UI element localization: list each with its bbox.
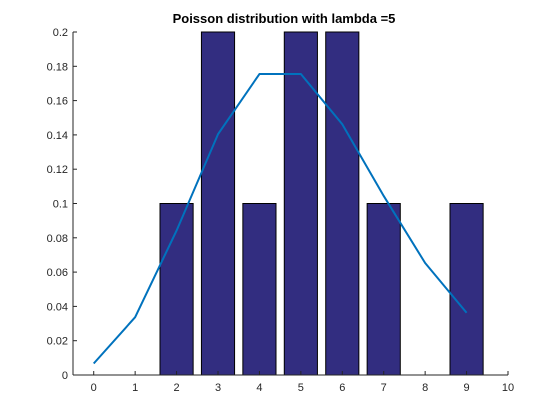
bar xyxy=(449,203,484,376)
bar xyxy=(283,31,318,376)
y-tick-label: 0.12 xyxy=(47,164,68,176)
y-tick-label: 0.04 xyxy=(47,301,68,313)
y-tick-label: 0.08 xyxy=(47,233,68,245)
y-tick-label: 0.2 xyxy=(53,27,68,39)
y-tick-label: 0.02 xyxy=(47,336,68,348)
x-tick-label: 4 xyxy=(256,382,262,394)
x-tick-label: 1 xyxy=(132,382,138,394)
x-tick-label: 8 xyxy=(422,382,428,394)
bars-group xyxy=(159,31,484,376)
y-tick-label: 0 xyxy=(62,370,68,382)
bar xyxy=(366,203,401,376)
x-tick-label: 2 xyxy=(174,382,180,394)
bar xyxy=(325,31,360,376)
x-tick-label: 10 xyxy=(502,382,514,394)
series-line xyxy=(92,73,468,365)
x-tick-label: 0 xyxy=(91,382,97,394)
y-tick-label: 0.14 xyxy=(47,130,68,142)
y-tick-label: 0.06 xyxy=(47,267,68,279)
bar xyxy=(242,203,277,376)
x-tick-label: 5 xyxy=(298,382,304,394)
line-group xyxy=(92,73,468,365)
x-tick-label: 6 xyxy=(339,382,345,394)
y-tick-label: 0.1 xyxy=(53,199,68,211)
x-tick-label: 3 xyxy=(215,382,221,394)
chart-title: Poisson distribution with lambda =5 xyxy=(173,11,396,26)
y-tick-label: 0.18 xyxy=(47,61,68,73)
x-tick-label: 7 xyxy=(381,382,387,394)
y-tick-label: 0.16 xyxy=(47,96,68,108)
ticks-group: 0 1 2 3 4 5 6 7 8 9 10 0 0.02 0.04 0.06 0.08 0.1 0.12 0.14… xyxy=(47,27,515,394)
x-tick-label: 9 xyxy=(464,382,470,394)
bar xyxy=(200,31,236,376)
